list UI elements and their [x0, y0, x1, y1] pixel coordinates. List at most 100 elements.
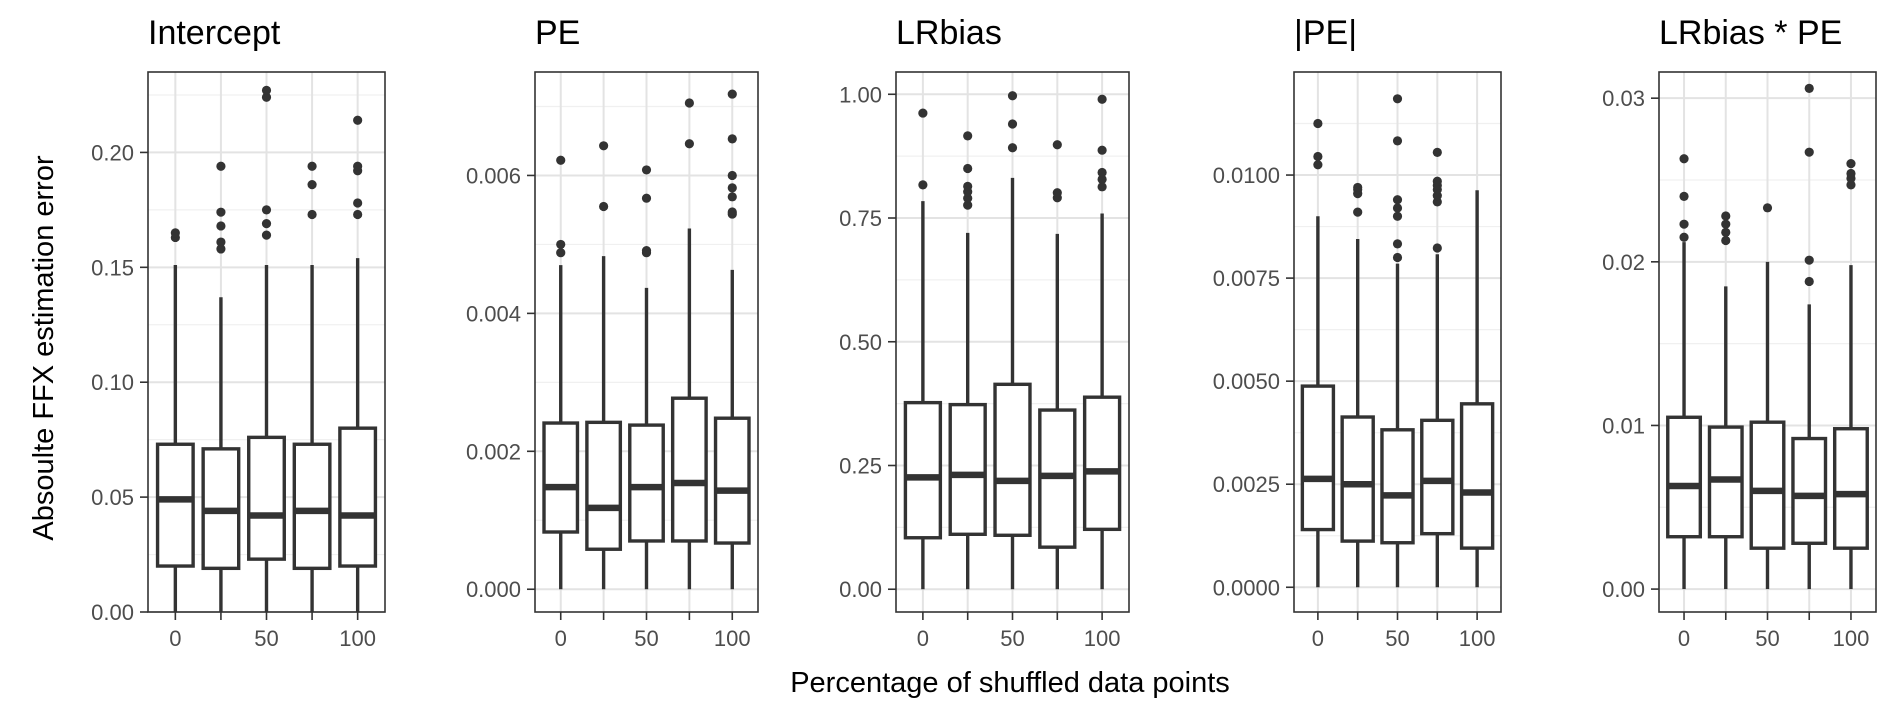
- outlier-point: [684, 98, 694, 108]
- outlier-point: [1762, 203, 1773, 213]
- outlier-point: [1804, 276, 1814, 287]
- outlier-point: [216, 161, 226, 171]
- box-50: [628, 165, 665, 590]
- iqr-box: [1459, 402, 1495, 550]
- outlier-point: [1313, 151, 1323, 162]
- outlier-point: [1804, 255, 1814, 265]
- iqr-box: [993, 382, 1032, 537]
- outlier-point: [727, 183, 737, 193]
- outlier-point: [727, 170, 737, 181]
- outlier-point: [1721, 235, 1731, 246]
- box-0: [155, 228, 195, 612]
- outlier-point: [353, 198, 363, 208]
- box-100: [713, 89, 751, 590]
- iqr-box: [628, 423, 665, 543]
- outlier-point: [556, 239, 566, 250]
- outlier-point: [1313, 160, 1323, 170]
- box-100: [338, 115, 378, 612]
- y-tick-label: 0.75: [839, 206, 882, 231]
- panel-1: Intercept 0.00 0.05 0.10 0.15 0.20 0 50 100: [91, 14, 386, 651]
- panel-3: LRbias 0.00 0.25 0.50 0.75 1.00 0 50 100: [839, 14, 1130, 651]
- outlier-point: [1432, 147, 1442, 157]
- y-tick-label: 0.10: [91, 370, 134, 395]
- outlier-point: [1679, 219, 1689, 229]
- outlier-point: [261, 205, 272, 215]
- y-tick-label: 0.0075: [1213, 266, 1280, 291]
- y-tick-label: 0.20: [91, 140, 134, 165]
- x-tick-label: 100: [339, 626, 376, 651]
- x-tick-label: 0: [1678, 626, 1690, 651]
- box-0: [1666, 154, 1703, 590]
- outlier-point: [684, 139, 694, 149]
- box-25: [948, 131, 987, 590]
- iqr-box: [585, 420, 623, 551]
- y-tick-label: 0.25: [839, 453, 882, 478]
- box-0: [1300, 118, 1336, 588]
- outlier-point: [1432, 243, 1442, 253]
- box-50: [247, 85, 286, 612]
- outlier-point: [1804, 147, 1814, 157]
- x-tick-label: 50: [1755, 626, 1779, 651]
- iqr-box: [1666, 415, 1703, 539]
- box-75: [1791, 83, 1828, 590]
- outlier-point: [599, 141, 609, 151]
- outlier-point: [1721, 219, 1731, 229]
- iqr-box: [338, 426, 378, 568]
- outlier-point: [727, 89, 737, 99]
- outlier-point: [963, 200, 973, 210]
- outlier-point: [261, 230, 272, 240]
- x-tick-label: 0: [917, 626, 929, 651]
- outlier-point: [1313, 118, 1323, 129]
- outlier-point: [1097, 174, 1107, 185]
- iqr-box: [903, 400, 943, 540]
- y-tick-label: 0.00: [1602, 577, 1645, 602]
- outlier-point: [1097, 182, 1107, 192]
- outlier-point: [1392, 211, 1403, 221]
- outlier-point: [353, 209, 363, 220]
- outlier-point: [1007, 91, 1018, 101]
- outlier-point: [307, 161, 317, 171]
- box-100: [1082, 94, 1122, 590]
- x-tick-label: 100: [1084, 626, 1121, 651]
- y-tick-label: 0.0025: [1213, 472, 1280, 497]
- x-tick-label: 50: [254, 626, 278, 651]
- outlier-point: [727, 134, 737, 144]
- outlier-point: [1007, 143, 1018, 153]
- outlier-point: [963, 181, 973, 191]
- outlier-point: [556, 155, 566, 165]
- outlier-point: [1721, 211, 1731, 221]
- outlier-point: [261, 85, 272, 95]
- box-25: [1707, 211, 1744, 590]
- box-0: [542, 155, 580, 590]
- outlier-point: [307, 209, 317, 220]
- outlier-point: [1392, 203, 1403, 213]
- box-75: [1038, 140, 1077, 590]
- outlier-point: [1846, 180, 1856, 190]
- iqr-box: [542, 421, 580, 534]
- x-tick-label: 0: [1312, 626, 1324, 651]
- y-tick-label: 0.05: [91, 485, 134, 510]
- x-tick-label: 100: [1833, 626, 1870, 651]
- outlier-point: [1052, 140, 1062, 150]
- outlier-point: [1392, 239, 1403, 249]
- outlier-point: [216, 207, 226, 217]
- box-0: [903, 108, 943, 590]
- box-50: [1380, 94, 1415, 588]
- box-100: [1832, 159, 1869, 590]
- outlier-point: [1097, 145, 1107, 155]
- outlier-point: [963, 193, 973, 203]
- outlier-point: [353, 115, 363, 125]
- y-tick-label: 0.00: [839, 577, 882, 602]
- outlier-point: [1804, 83, 1814, 93]
- box-25: [1340, 182, 1375, 588]
- outlier-point: [963, 131, 973, 141]
- panel-5: LRbias * PE 0.00 0.01 0.02 0.03 0 50 100: [1602, 14, 1877, 651]
- outlier-point: [1392, 252, 1403, 263]
- outlier-point: [170, 228, 180, 238]
- outlier-point: [641, 246, 652, 256]
- y-tick-label: 0.03: [1602, 86, 1645, 111]
- x-axis-title: Percentage of shuffled data points: [790, 667, 1230, 699]
- y-tick-label: 0.0000: [1213, 575, 1280, 600]
- iqr-box: [247, 435, 286, 561]
- iqr-box: [1749, 420, 1786, 550]
